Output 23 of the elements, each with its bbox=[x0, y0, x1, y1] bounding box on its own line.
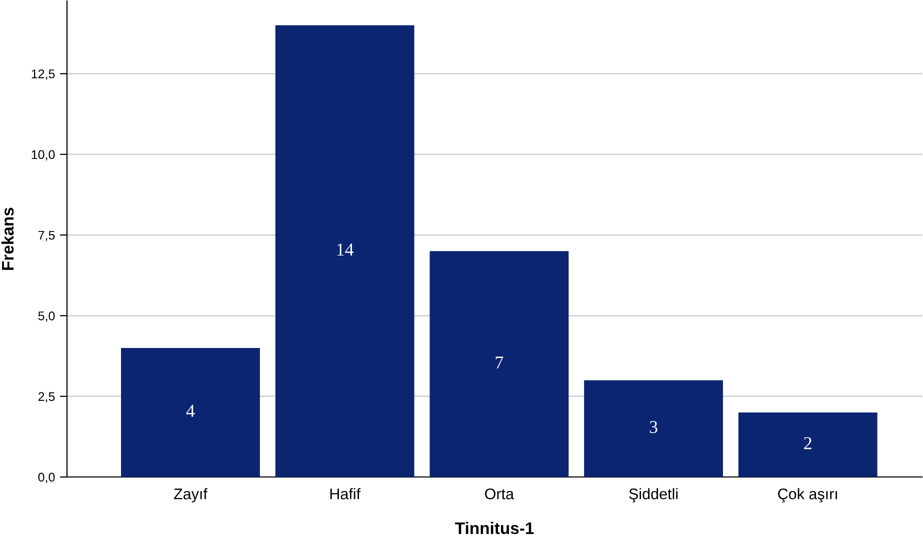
bar bbox=[738, 412, 878, 477]
x-tick-label: Çok aşırı bbox=[778, 488, 837, 502]
y-tick-label: 5,0 bbox=[38, 311, 55, 322]
y-tick-label: 10,0 bbox=[32, 150, 55, 160]
x-tick-label: Hafif bbox=[330, 488, 361, 500]
bar bbox=[430, 251, 569, 477]
x-axis-title: Tinnitus-1 bbox=[455, 522, 534, 534]
y-tick-label: 2,5 bbox=[38, 392, 55, 402]
data-label: 4 bbox=[186, 404, 195, 417]
data-label: 7 bbox=[496, 356, 504, 368]
x-tick-label: Orta bbox=[485, 488, 514, 500]
data-label: 3 bbox=[650, 420, 658, 434]
data-label: 2 bbox=[804, 437, 812, 450]
x-tick-label: Şiddetli bbox=[629, 488, 678, 502]
x-tick-label: Zayıf bbox=[174, 488, 208, 502]
y-axis-title: Frekans bbox=[1, 208, 14, 270]
bar bbox=[121, 348, 260, 477]
data-label: 14 bbox=[337, 244, 354, 256]
y-tick-label: 0,0 bbox=[38, 472, 55, 484]
bar bbox=[584, 380, 723, 477]
bar bbox=[275, 25, 414, 477]
y-tick-label: 12,5 bbox=[32, 69, 55, 80]
y-tick-label: 7,5 bbox=[38, 230, 55, 242]
